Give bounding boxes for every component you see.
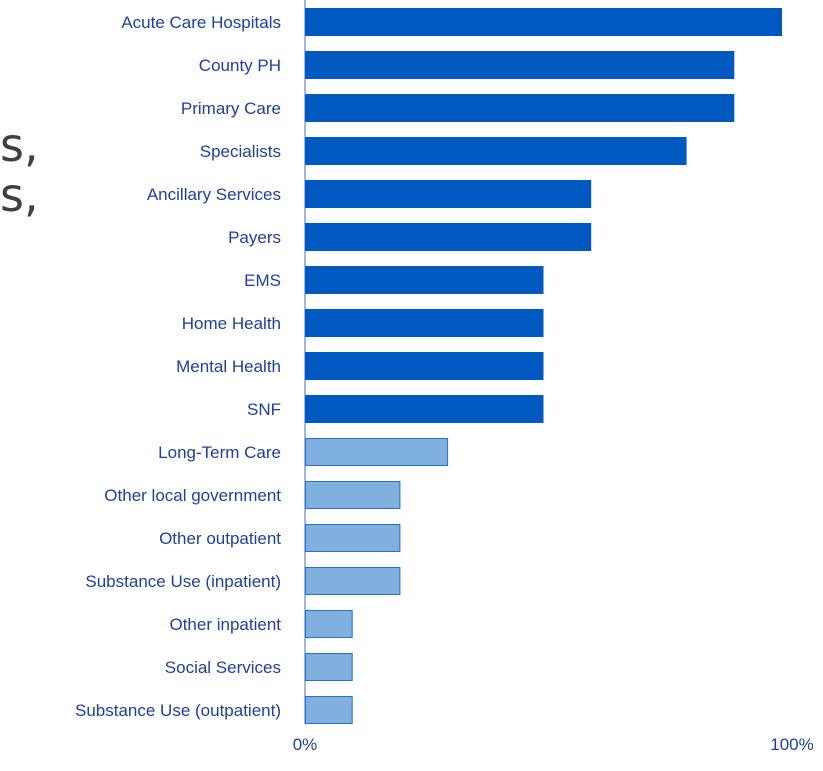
category-label: Long-Term Care: [158, 443, 281, 462]
bar: [305, 567, 401, 595]
category-label: Specialists: [200, 142, 281, 161]
bar: [305, 137, 687, 165]
category-label: County PH: [199, 56, 281, 75]
bar: [305, 352, 544, 380]
category-label: Acute Care Hospitals: [121, 13, 281, 32]
x-tick-label: 100%: [770, 735, 813, 754]
bar: [305, 94, 735, 122]
category-label: Other inpatient: [169, 615, 281, 634]
category-label: Home Health: [182, 314, 281, 333]
bar: [305, 266, 544, 294]
bar: [305, 8, 782, 36]
x-tick-label: 0%: [293, 735, 318, 754]
category-label: Substance Use (outpatient): [75, 701, 281, 720]
category-label: Ancillary Services: [147, 185, 281, 204]
bar: [305, 309, 544, 337]
category-label: EMS: [244, 271, 281, 290]
bar: [305, 610, 353, 638]
bar: [305, 223, 592, 251]
bar: [305, 180, 592, 208]
bar: [305, 653, 353, 681]
category-label: Substance Use (inpatient): [85, 572, 281, 591]
fragment-line-2: s,: [0, 168, 39, 222]
category-label: Other outpatient: [159, 529, 281, 548]
bar: [305, 481, 401, 509]
bar: [305, 696, 353, 724]
background-text-fragment: s, s,: [0, 120, 110, 220]
category-label: Other local government: [104, 486, 281, 505]
fragment-line-1: s,: [0, 118, 39, 172]
category-label: Payers: [228, 228, 281, 247]
bar: [305, 438, 449, 466]
category-label: SNF: [247, 400, 281, 419]
category-label: Primary Care: [181, 99, 281, 118]
bar: [305, 51, 735, 79]
category-label: Social Services: [165, 658, 281, 677]
bar: [305, 395, 544, 423]
bar: [305, 524, 401, 552]
category-label: Mental Health: [176, 357, 281, 376]
